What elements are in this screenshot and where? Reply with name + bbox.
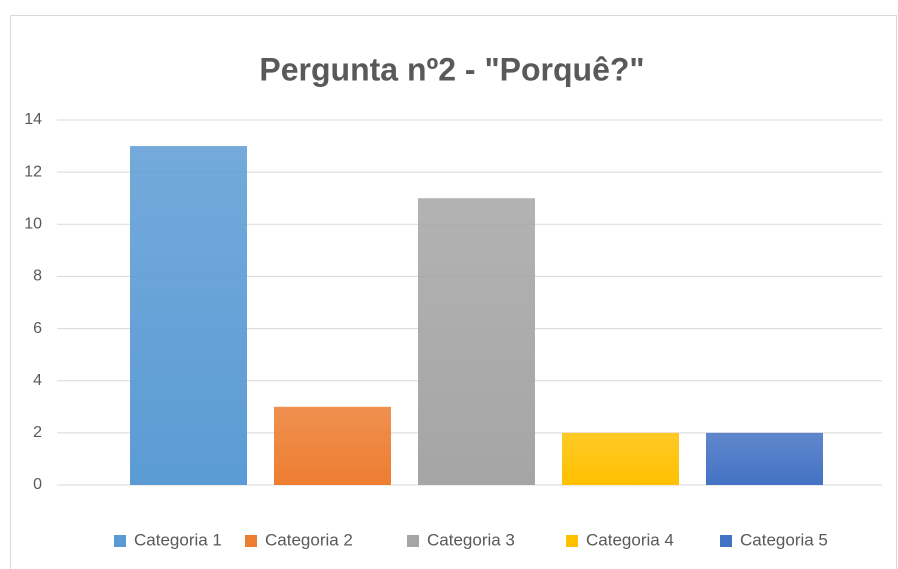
- y-tick-label: 14: [24, 111, 42, 128]
- y-tick-label: 4: [33, 372, 42, 389]
- y-tick-label: 2: [33, 424, 42, 441]
- legend-swatch: [114, 535, 126, 547]
- y-tick-label: 6: [33, 320, 42, 337]
- bar: [418, 198, 535, 485]
- legend-label: Categoria 3: [427, 530, 515, 549]
- y-tick-label: 8: [33, 268, 42, 285]
- y-tick-label: 12: [24, 163, 42, 180]
- y-tick-label: 0: [33, 476, 42, 493]
- y-tick-label: 10: [24, 216, 42, 233]
- bar: [130, 146, 247, 486]
- legend-label: Categoria 5: [740, 530, 828, 549]
- chart-title: Pergunta nº2 - "Porquê?": [259, 51, 644, 87]
- legend-swatch: [407, 535, 419, 547]
- legend-swatch: [566, 535, 578, 547]
- bar: [562, 432, 679, 485]
- bar: [274, 406, 391, 485]
- legend-swatch: [720, 535, 732, 547]
- legend-label: Categoria 2: [265, 530, 353, 549]
- legend-label: Categoria 4: [586, 530, 674, 549]
- bar: [706, 432, 823, 485]
- legend-label: Categoria 1: [134, 530, 222, 549]
- legend-swatch: [245, 535, 257, 547]
